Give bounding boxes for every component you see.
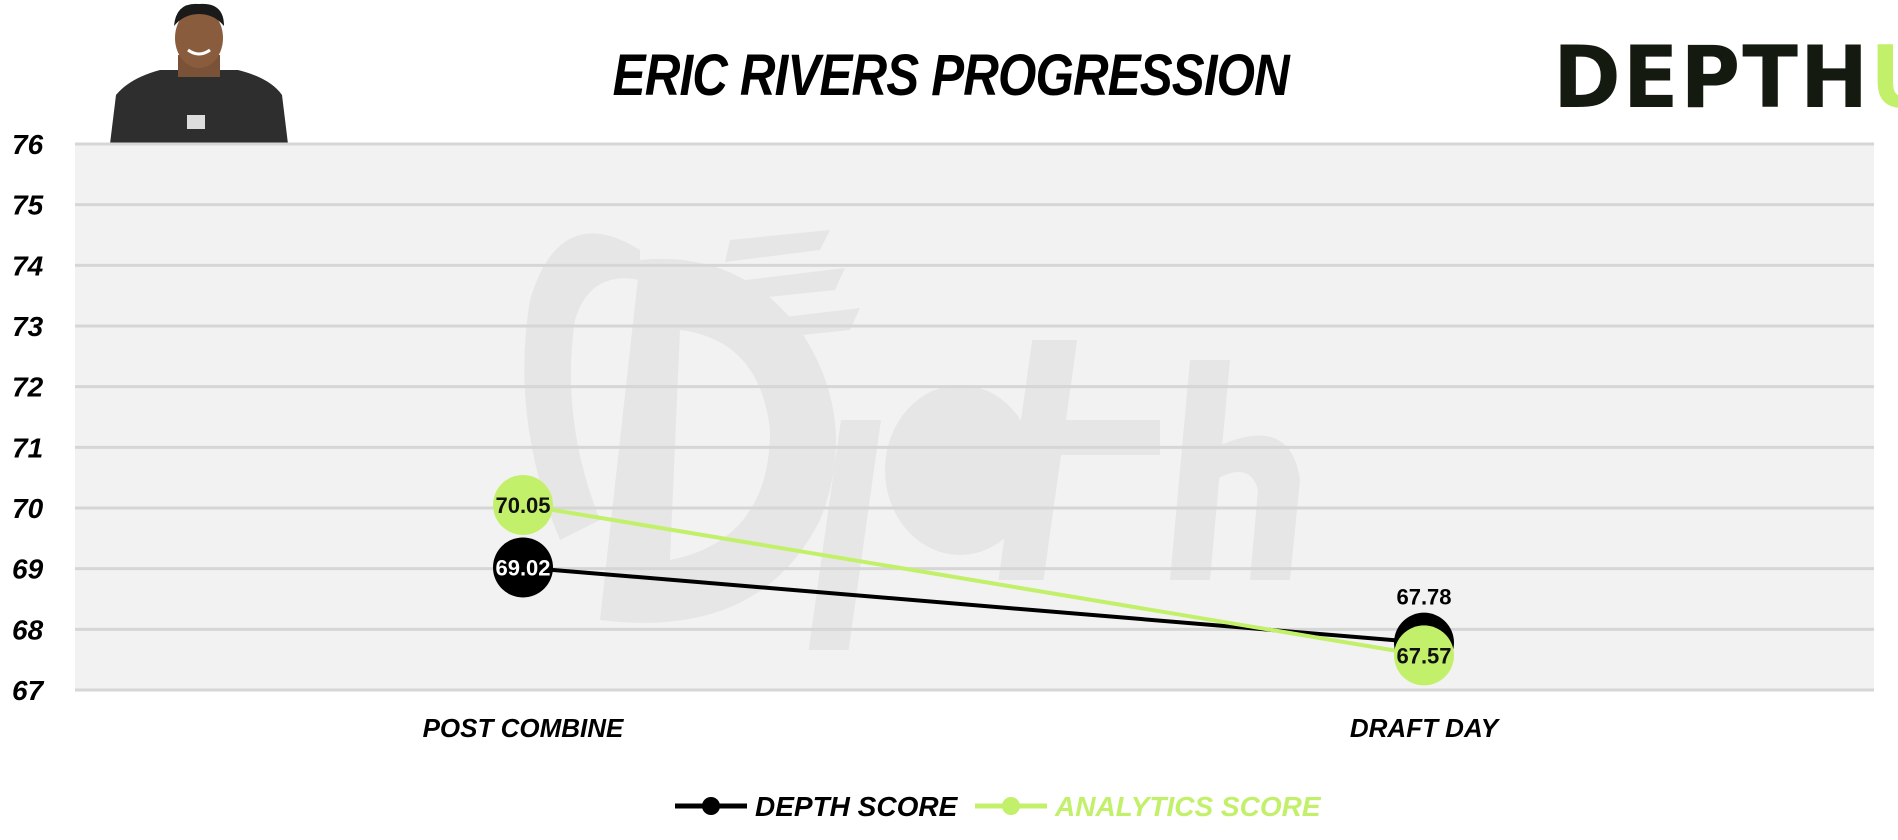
data-point <box>493 474 553 535</box>
y-tick-label: 74 <box>12 250 44 281</box>
y-tick-label: 72 <box>12 372 44 403</box>
data-label: 70.05 <box>495 493 550 518</box>
y-tick-label: 67 <box>12 675 45 706</box>
x-category-label: POST COMBINE <box>423 713 624 743</box>
y-tick-label: 70 <box>12 493 44 524</box>
legend-marker-1 <box>1002 797 1020 815</box>
y-tick-label: 69 <box>12 554 44 585</box>
y-tick-label: 75 <box>12 190 44 221</box>
player-photo <box>110 0 288 144</box>
y-tick-label: 73 <box>12 311 44 342</box>
watermark <box>524 230 1300 650</box>
x-category-label: DRAFT DAY <box>1350 713 1501 743</box>
series-line-1 <box>522 502 1425 658</box>
data-label: 69.02 <box>495 555 550 580</box>
y-tick-label: 68 <box>12 614 44 645</box>
chart-title: ERIC RIVERS PROGRESSION <box>612 43 1290 108</box>
data-label: 67.57 <box>1396 643 1451 668</box>
depthu-logo: DEPTHU <box>1553 28 1898 128</box>
y-tick-label: 71 <box>12 432 43 463</box>
data-point <box>493 537 553 598</box>
legend-marker-0 <box>702 797 720 815</box>
legend-label: DEPTH SCORE <box>755 791 959 822</box>
data-point <box>1394 625 1454 686</box>
data-label: 67.78 <box>1396 585 1451 610</box>
y-tick-label: 76 <box>12 129 44 160</box>
legend-label: ANALYTICS SCORE <box>1054 791 1322 822</box>
